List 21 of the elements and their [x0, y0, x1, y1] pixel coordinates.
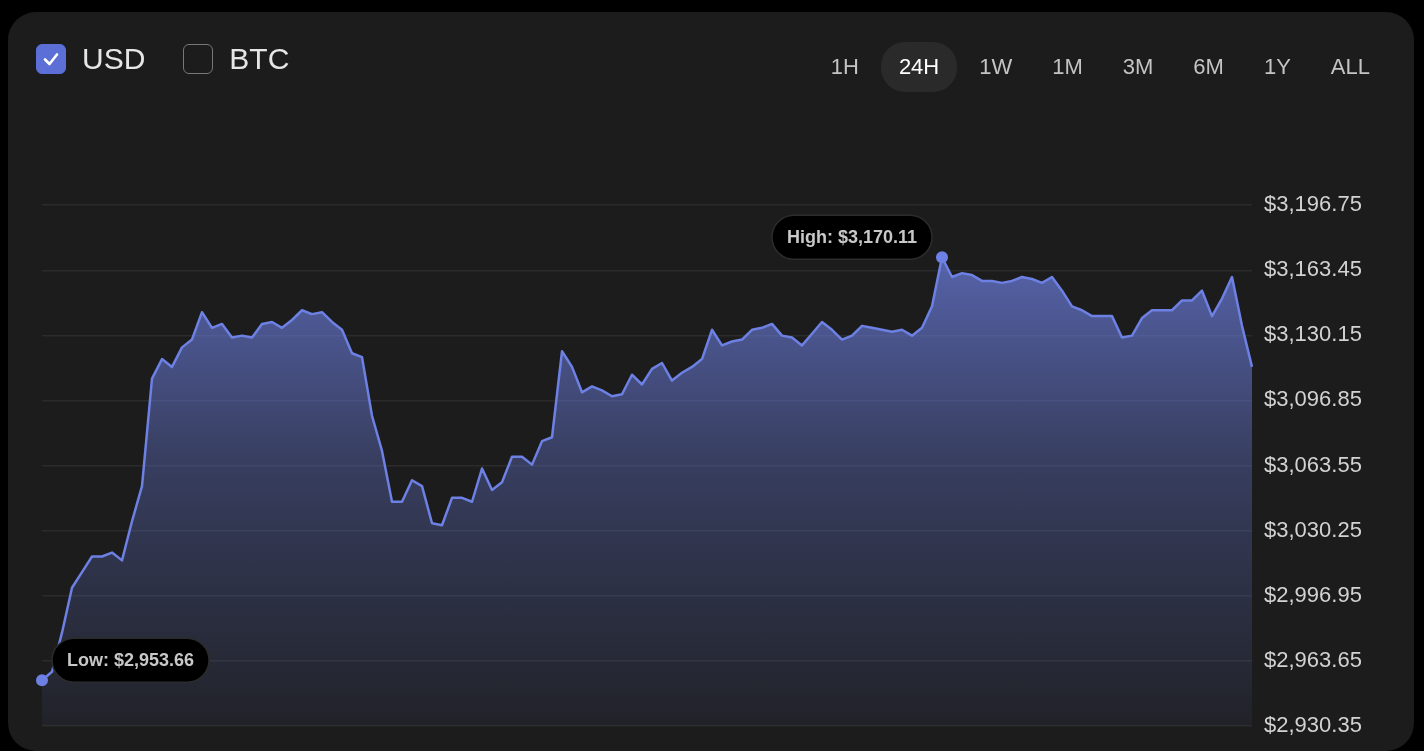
y-tick-label: $3,130.15	[1264, 321, 1362, 347]
y-tick-label: $2,963.65	[1264, 646, 1362, 672]
y-tick-label: $3,196.75	[1264, 191, 1362, 217]
text: 24H	[880, 42, 958, 92]
text: 1M	[1051, 53, 1084, 81]
y-tick-label: $3,030.25	[1264, 516, 1362, 542]
y-tick-label: $2,996.95	[1264, 581, 1362, 607]
data-label: Low: $2,953.66	[67, 650, 195, 671]
text: USD	[82, 42, 146, 76]
text: 3M	[1121, 53, 1155, 81]
text: 6M	[1192, 53, 1225, 81]
y-tick-label: $3,096.85	[1264, 386, 1362, 412]
text: 1W	[978, 53, 1014, 81]
text: 1Y	[1262, 53, 1292, 81]
text: 1H	[829, 53, 860, 81]
data-label: High: $3,170.11	[786, 227, 918, 248]
y-tick-label: $3,063.55	[1264, 451, 1362, 477]
text: BTC	[229, 42, 290, 76]
y-tick-label: $3,163.45	[1264, 256, 1362, 282]
text: ALL	[1329, 53, 1371, 81]
y-tick-label: $2,930.35	[1264, 711, 1362, 737]
